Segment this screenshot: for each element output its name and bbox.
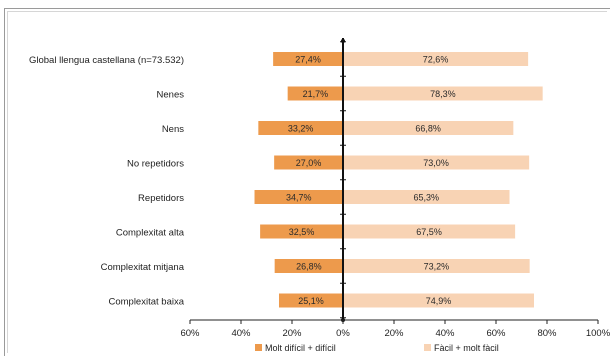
bar-facil [343,86,543,101]
bar-dificil [274,259,343,273]
x-tick-label: 60% [180,328,200,339]
bar-dificil [287,86,343,101]
bar-facil [343,190,510,204]
chart-frame-inner [7,11,607,353]
category-label: Complexitat alta [116,228,185,239]
x-tick-label: 20% [384,328,404,339]
data-label-dificil: 27,4% [295,55,321,65]
data-label-dificil: 32,5% [289,227,315,237]
x-tick-label: 20% [282,328,302,339]
data-label-facil: 67,5% [416,227,442,237]
bar-dificil [273,52,343,66]
bar-dificil [260,224,343,239]
category-label: Complexitat baixa [108,297,184,308]
x-tick-label: 0% [336,328,350,339]
bar-facil [343,293,534,308]
data-label-dificil: 26,8% [296,262,322,272]
data-label-dificil: 33,2% [288,124,314,134]
bar-facil [343,121,514,135]
x-tick-label: 80% [537,328,557,339]
x-tick-label: 60% [486,328,506,339]
legend-swatch-facil [424,344,431,351]
data-label-dificil: 34,7% [286,193,312,203]
bar-facil [343,224,516,239]
bar-dificil [258,121,343,135]
bar-dificil [254,190,343,204]
zero-axis-marker [341,39,345,43]
bar-facil [343,155,530,170]
data-label-dificil: 27,0% [296,158,322,168]
data-label-facil: 73,0% [423,158,449,168]
legend-label-dificil: Molt difícil + difícil [265,343,336,353]
data-label-facil: 73,2% [424,262,450,272]
data-label-dificil: 25,1% [298,296,324,306]
bar-dificil [278,293,343,308]
category-label: Nenes [157,90,185,101]
bar-facil [343,52,529,66]
data-label-facil: 66,8% [415,124,441,134]
x-tick-label: 100% [586,328,610,339]
category-label: Nens [162,124,184,135]
bar-facil [343,259,530,273]
legend-label-facil: Fàcil + molt fàcil [434,343,499,353]
data-label-dificil: 21,7% [303,89,329,99]
data-label-facil: 78,3% [430,89,456,99]
data-label-facil: 65,3% [413,193,439,203]
chart-frame [4,8,610,356]
bar-dificil [274,155,343,170]
legend-swatch-dificil [255,344,262,351]
data-label-facil: 72,6% [423,55,449,65]
x-tick-label: 40% [435,328,455,339]
category-label: Global llengua castellana (n=73.532) [29,55,184,66]
category-label: Repetidors [138,193,184,204]
category-label: No repetidors [127,159,184,170]
x-tick-label: 40% [231,328,251,339]
category-label: Complexitat mitjana [101,262,185,273]
data-label-facil: 74,9% [426,296,452,306]
